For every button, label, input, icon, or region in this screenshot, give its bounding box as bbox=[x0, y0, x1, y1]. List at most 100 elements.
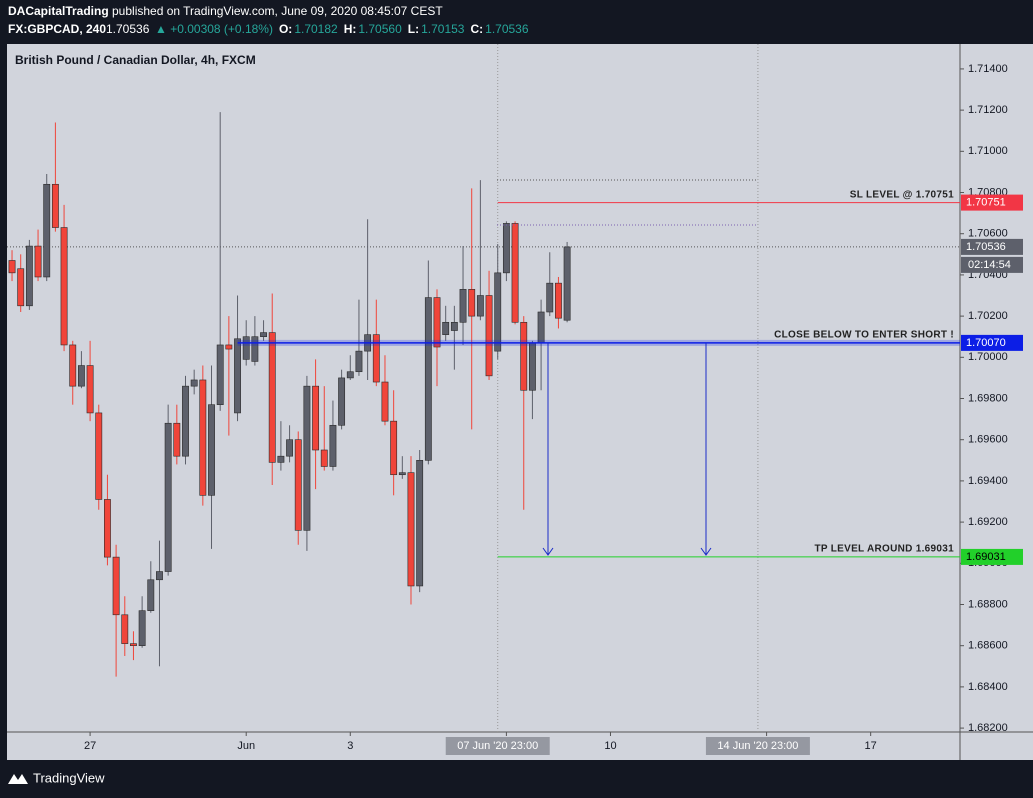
candle-body bbox=[433, 297, 441, 348]
candle-body bbox=[450, 321, 458, 331]
price-tag-label: 1.70536 bbox=[966, 241, 1006, 253]
candle-body bbox=[121, 614, 129, 644]
candle-body bbox=[34, 245, 42, 278]
candle-body bbox=[372, 334, 380, 383]
candle-body bbox=[416, 460, 424, 587]
candle-body bbox=[268, 332, 276, 463]
level-tag-label: 1.70070 bbox=[966, 337, 1006, 349]
candle-body bbox=[60, 227, 68, 346]
y-tick-label: 1.69200 bbox=[968, 516, 1008, 528]
level-tag bbox=[961, 334, 1023, 351]
level-tag-label: 1.70751 bbox=[966, 197, 1006, 209]
candle-body bbox=[485, 295, 493, 377]
candle-body bbox=[156, 571, 163, 581]
candle-body bbox=[563, 246, 571, 321]
level-tag bbox=[961, 194, 1023, 211]
y-tick-label: 1.71000 bbox=[968, 145, 1008, 157]
y-tick-label: 1.69600 bbox=[968, 434, 1008, 446]
field-value: 1.70536 bbox=[485, 22, 529, 36]
y-tick-label: 1.69400 bbox=[968, 475, 1008, 487]
candle-body bbox=[69, 344, 77, 387]
range-tag-label: 14 Jun '20 23:00 bbox=[717, 740, 798, 752]
candle-body bbox=[43, 183, 51, 278]
field-label: O: bbox=[279, 22, 292, 36]
y-tick-label: 1.70000 bbox=[968, 351, 1008, 363]
y-tick-label: 1.68400 bbox=[968, 681, 1008, 693]
candle-body bbox=[355, 350, 363, 373]
field-label: L: bbox=[408, 22, 419, 36]
change: ▲ +0.00308 (+0.18%) bbox=[155, 22, 273, 36]
candle-body bbox=[164, 422, 172, 572]
arrow-head bbox=[700, 547, 712, 556]
candle-body bbox=[312, 385, 320, 451]
price-tag bbox=[961, 238, 1023, 255]
y-tick-label: 1.71400 bbox=[968, 63, 1008, 75]
candle-body bbox=[173, 422, 181, 457]
y-tick-label: 1.70600 bbox=[968, 228, 1008, 240]
candle-body bbox=[17, 268, 25, 307]
author[interactable]: DACapitalTrading bbox=[8, 4, 109, 18]
candle-body bbox=[476, 295, 484, 317]
candle-body bbox=[528, 342, 536, 391]
candle-body bbox=[338, 377, 346, 426]
candle-body bbox=[208, 404, 215, 496]
candle-body bbox=[502, 223, 510, 274]
candle-body bbox=[86, 365, 94, 414]
x-tick-label: 10 bbox=[604, 740, 616, 752]
countdown-tag bbox=[961, 256, 1023, 273]
y-tick-label: 1.71200 bbox=[968, 104, 1008, 116]
candle-body bbox=[147, 579, 155, 611]
x-tick-label: 27 bbox=[84, 740, 96, 752]
level-tag-label: 1.69031 bbox=[966, 551, 1006, 563]
header: DACapitalTrading published on TradingVie… bbox=[8, 4, 529, 36]
candle-body bbox=[546, 282, 554, 313]
range-tag-label: 07 Jun '20 23:00 bbox=[457, 740, 538, 752]
candle-body bbox=[555, 282, 562, 319]
x-tick-label: 3 bbox=[347, 740, 353, 752]
y-tick-label: 1.68200 bbox=[968, 722, 1008, 734]
candle-body bbox=[303, 385, 311, 531]
y-tick-label: 1.70200 bbox=[968, 310, 1008, 322]
candle-body bbox=[225, 344, 233, 350]
candle-body bbox=[520, 321, 528, 391]
candle-body bbox=[442, 321, 450, 335]
candle-body bbox=[424, 297, 432, 461]
field-value: 1.70560 bbox=[358, 22, 402, 36]
candle-body bbox=[234, 338, 241, 414]
published: published on TradingView.com, June 09, 2… bbox=[112, 4, 443, 18]
candle-body bbox=[182, 385, 189, 457]
candle-body bbox=[459, 289, 467, 323]
candle-body bbox=[8, 260, 16, 274]
range-tag bbox=[445, 737, 550, 755]
candle-body bbox=[216, 344, 224, 405]
level-note: CLOSE BELOW TO ENTER SHORT ! bbox=[774, 330, 954, 341]
candle-body bbox=[112, 556, 120, 616]
candle-body bbox=[494, 272, 502, 352]
x-tick-label: Jun bbox=[237, 740, 255, 752]
candle-body bbox=[537, 311, 545, 344]
candle-body bbox=[381, 381, 389, 422]
y-tick-label: 1.68800 bbox=[968, 598, 1008, 610]
candle-body bbox=[511, 223, 519, 323]
candle-body bbox=[320, 449, 328, 467]
candle-body bbox=[407, 472, 415, 587]
arrow-head bbox=[542, 547, 554, 556]
field-value: 1.70182 bbox=[294, 22, 338, 36]
candle-body bbox=[190, 379, 198, 387]
candle-body bbox=[277, 455, 285, 463]
level-note: SL LEVEL @ 1.70751 bbox=[850, 189, 954, 200]
level-tag bbox=[961, 548, 1023, 565]
field-label: H: bbox=[344, 22, 357, 36]
candle-body bbox=[346, 371, 354, 379]
candle-body bbox=[468, 289, 476, 317]
candle-body bbox=[95, 412, 103, 500]
candle-body bbox=[251, 336, 259, 362]
chart-area bbox=[7, 44, 1033, 760]
brand[interactable]: TradingView bbox=[33, 770, 105, 785]
candle-body bbox=[390, 420, 398, 476]
footer: TradingView bbox=[8, 770, 105, 785]
candle-body bbox=[260, 332, 267, 338]
x-tick-label: 17 bbox=[865, 740, 877, 752]
candle-body bbox=[199, 379, 207, 496]
